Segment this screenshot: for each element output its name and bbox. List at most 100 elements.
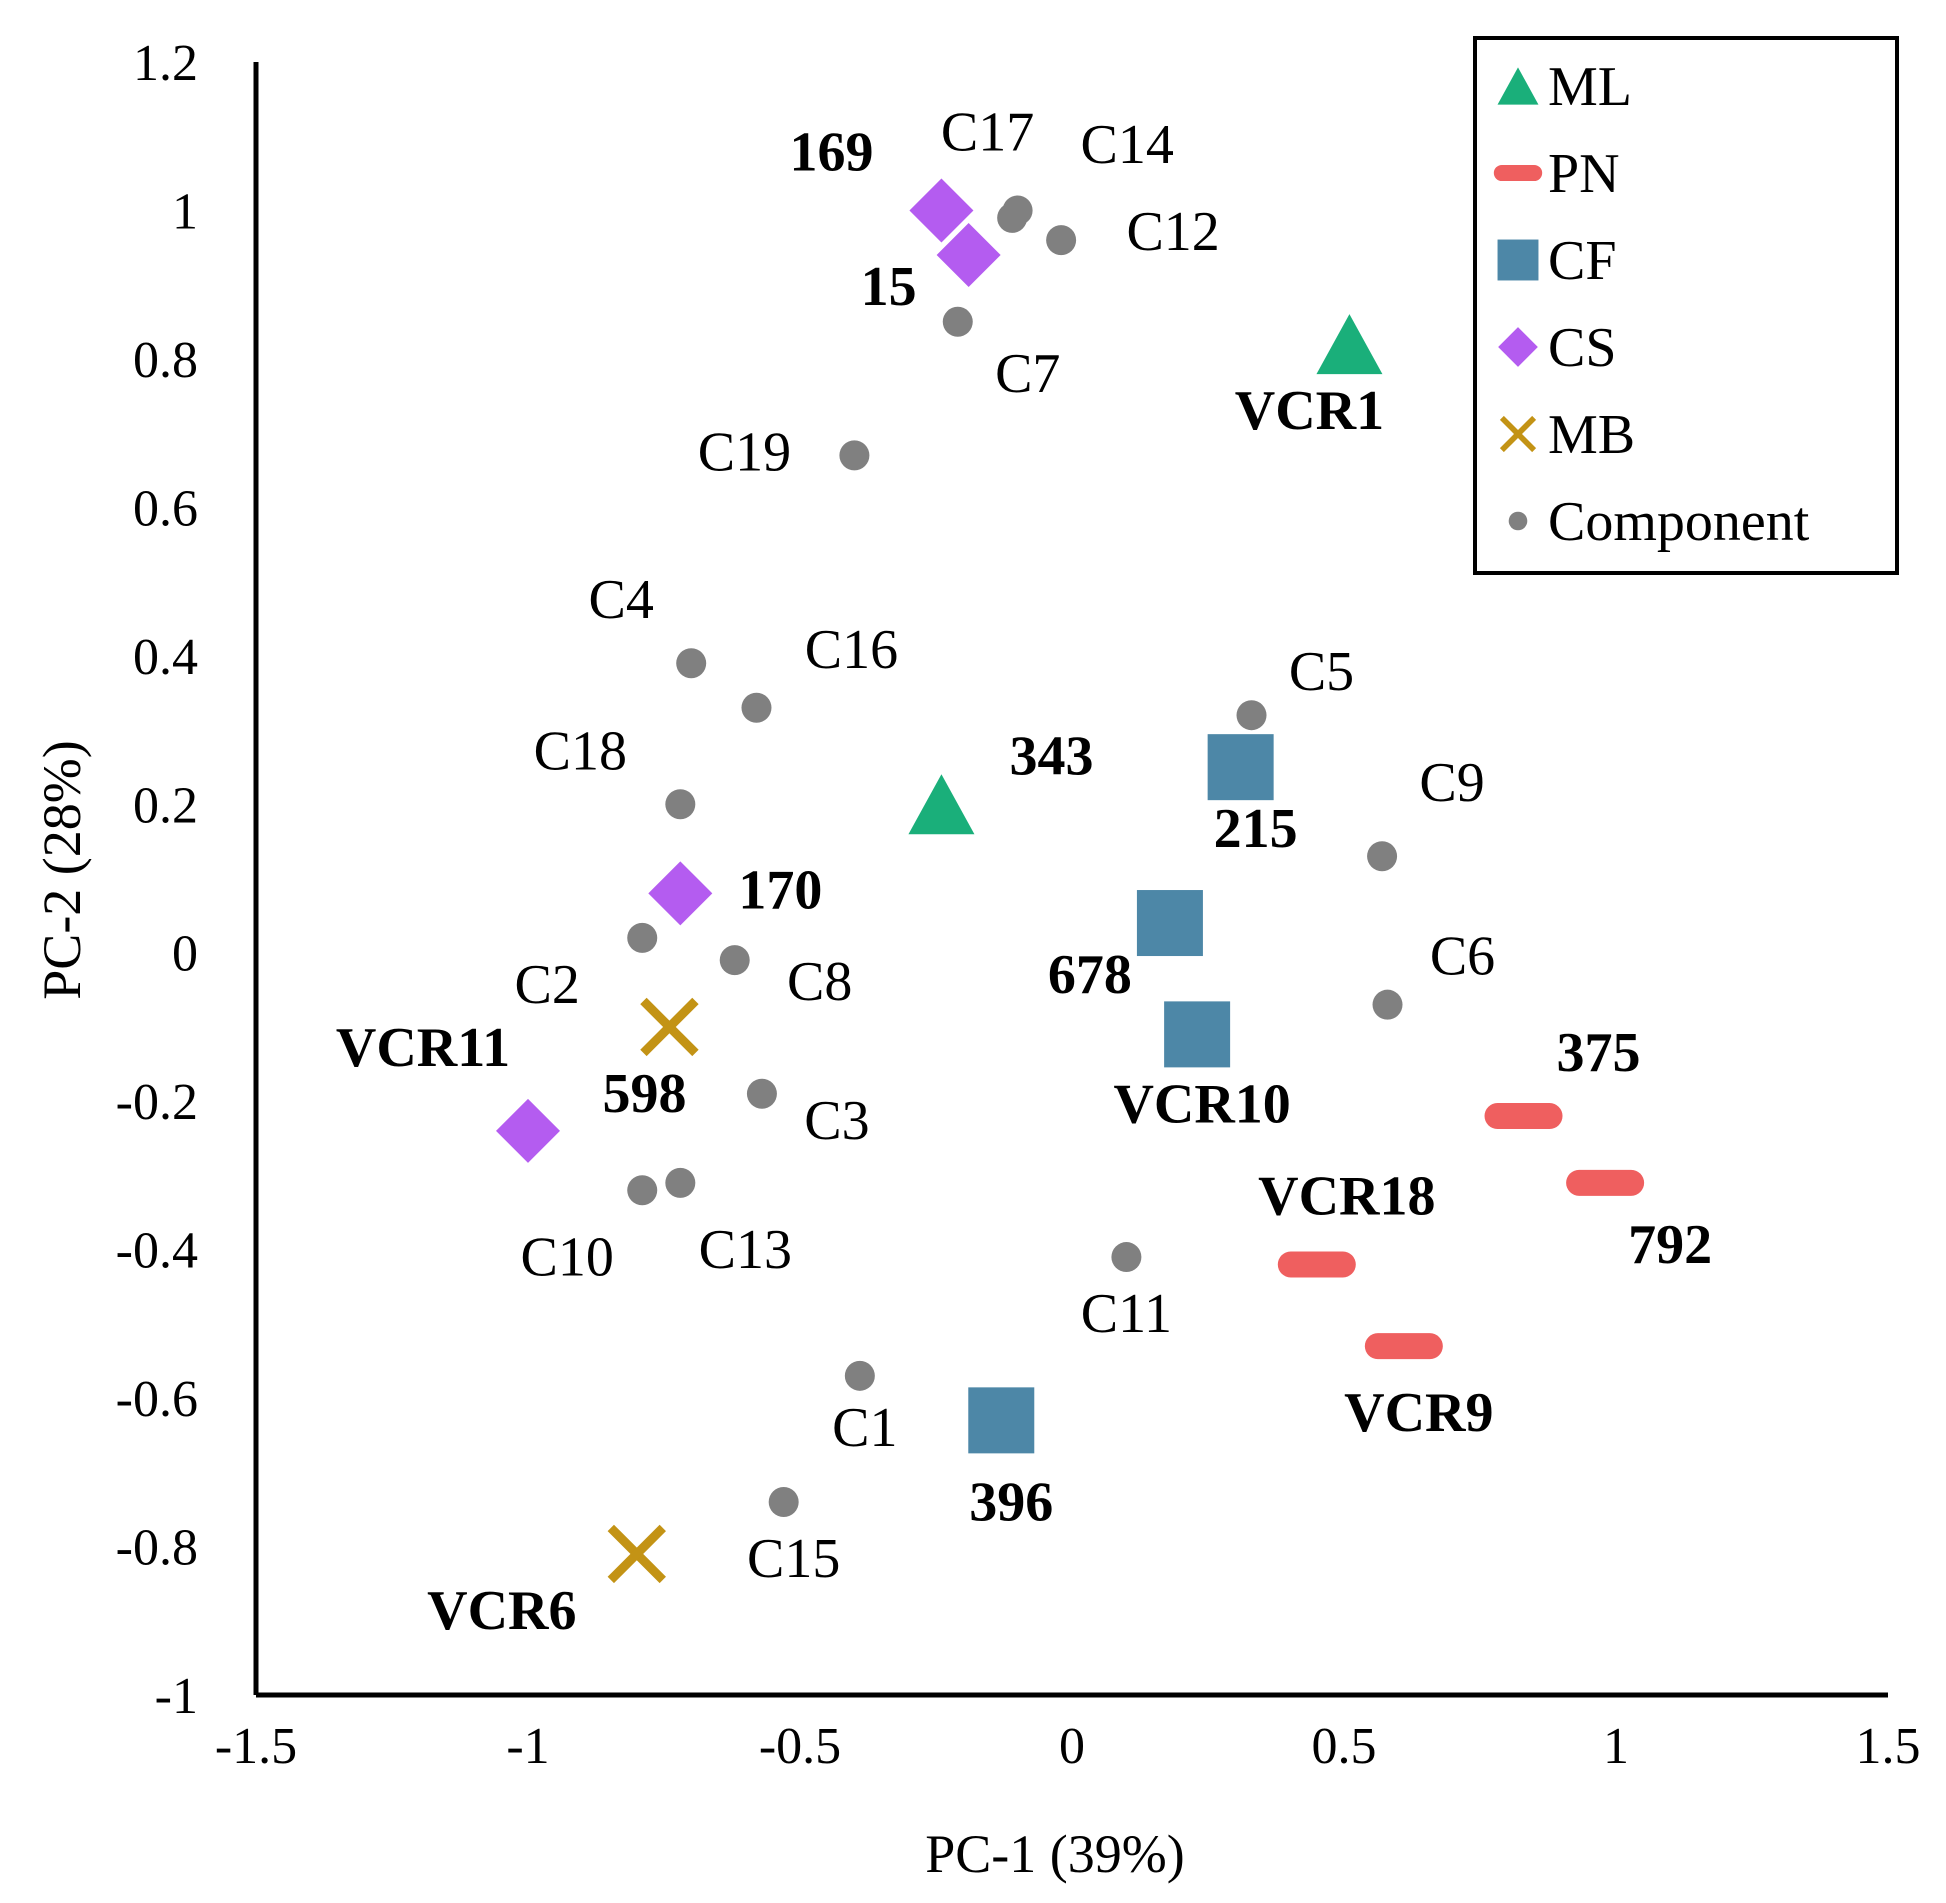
point-label: 375 bbox=[1557, 1022, 1641, 1084]
x-tick-label: 0 bbox=[1059, 1718, 1085, 1775]
component-point bbox=[1111, 1242, 1142, 1273]
component-point bbox=[665, 1167, 696, 1198]
y-axis-title: PC-2 (28%) bbox=[32, 740, 92, 999]
y-tick-label: 0 bbox=[172, 926, 198, 983]
cs-point bbox=[648, 861, 713, 926]
point-label: VCR1 bbox=[1235, 380, 1384, 442]
y-tick-label: -0.2 bbox=[116, 1074, 198, 1131]
x-tick-label: -0.5 bbox=[759, 1718, 841, 1775]
y-tick-labels: 1.2 1 0.8 0.6 0.4 0.2 0 -0.2 -0.4 -0.6 -0.8 -1 bbox=[116, 35, 198, 1725]
component-point bbox=[768, 1487, 799, 1518]
point-label: C17 bbox=[941, 101, 1034, 163]
component-point bbox=[1236, 700, 1267, 731]
point-label: VCR11 bbox=[336, 1017, 510, 1079]
cs-point bbox=[909, 178, 974, 243]
point-label: C8 bbox=[787, 951, 852, 1013]
point-label: 598 bbox=[602, 1063, 686, 1125]
legend: ML PN CF CS MB Component bbox=[1473, 36, 1899, 575]
pn-point bbox=[1277, 1251, 1356, 1278]
y-tick-label: 0.8 bbox=[133, 332, 198, 389]
point-label: C4 bbox=[589, 569, 654, 631]
point-label: 678 bbox=[1048, 944, 1132, 1006]
cf-point bbox=[1136, 890, 1203, 957]
point-label: 170 bbox=[738, 859, 822, 921]
legend-label-cf: CF bbox=[1548, 230, 1617, 292]
legend-ml-icon bbox=[1497, 67, 1539, 105]
ml-point bbox=[908, 774, 975, 835]
x-tick-label: 0.5 bbox=[1312, 1718, 1377, 1775]
legend-cs-icon bbox=[1498, 327, 1538, 367]
x-axis-title: PC-1 (39%) bbox=[925, 1824, 1184, 1884]
point-label: 169 bbox=[789, 121, 873, 183]
cf-point bbox=[968, 1387, 1035, 1454]
mb-point-stroke bbox=[640, 997, 699, 1057]
legend-label-component: Component bbox=[1548, 491, 1810, 553]
y-tick-label: 0.2 bbox=[133, 777, 198, 834]
x-tick-label: -1.5 bbox=[215, 1718, 297, 1775]
component-point bbox=[741, 692, 772, 723]
component-point bbox=[1372, 989, 1403, 1020]
data-markers bbox=[496, 178, 1645, 1584]
y-tick-label: -0.6 bbox=[116, 1371, 198, 1428]
y-tick-label: -1 bbox=[155, 1668, 198, 1725]
component-point bbox=[719, 945, 750, 976]
y-tick-label: -0.4 bbox=[116, 1223, 198, 1280]
point-label: C12 bbox=[1126, 201, 1219, 263]
x-tick-label: -1 bbox=[506, 1718, 549, 1775]
point-label: VCR9 bbox=[1344, 1382, 1493, 1444]
legend-label-ml: ML bbox=[1548, 56, 1632, 118]
point-label: VCR18 bbox=[1258, 1165, 1435, 1227]
ml-point bbox=[1316, 314, 1383, 375]
point-label: C9 bbox=[1419, 752, 1484, 814]
component-point bbox=[997, 202, 1028, 233]
point-label: VCR10 bbox=[1113, 1073, 1290, 1135]
point-label: C19 bbox=[698, 421, 791, 483]
point-label: C11 bbox=[1081, 1283, 1172, 1345]
component-point bbox=[1367, 841, 1398, 872]
legend-mb-icon-stroke bbox=[1499, 415, 1537, 453]
pn-point bbox=[1566, 1169, 1645, 1196]
mb-point-stroke bbox=[607, 1524, 666, 1584]
legend-box bbox=[1473, 36, 1899, 575]
legend-label-mb: MB bbox=[1548, 404, 1635, 466]
point-label: C5 bbox=[1289, 641, 1354, 703]
point-label: C18 bbox=[534, 720, 627, 782]
y-tick-label: 0.4 bbox=[133, 629, 198, 686]
point-label: 215 bbox=[1214, 798, 1298, 860]
component-point bbox=[627, 922, 658, 953]
legend-cf-icon bbox=[1497, 239, 1539, 281]
component-point bbox=[676, 648, 707, 679]
mb-point bbox=[607, 1524, 666, 1584]
legend-mb-icon bbox=[1499, 415, 1537, 453]
component-point bbox=[627, 1175, 658, 1206]
point-label: 792 bbox=[1628, 1214, 1712, 1276]
x-tick-label: 1 bbox=[1603, 1718, 1629, 1775]
point-label: C2 bbox=[515, 954, 580, 1016]
point-label: C15 bbox=[747, 1528, 840, 1590]
point-label: 343 bbox=[1009, 725, 1093, 787]
component-point bbox=[839, 440, 870, 471]
point-label: C10 bbox=[521, 1226, 614, 1288]
point-label: C16 bbox=[805, 619, 898, 681]
point-label: C13 bbox=[699, 1219, 792, 1281]
cs-point bbox=[496, 1098, 560, 1163]
point-label: VCR6 bbox=[427, 1580, 576, 1642]
legend-label-cs: CS bbox=[1548, 317, 1617, 379]
point-label: 396 bbox=[969, 1471, 1053, 1533]
mb-point bbox=[640, 997, 699, 1057]
component-point bbox=[665, 789, 696, 820]
component-point bbox=[844, 1360, 875, 1391]
component-point bbox=[746, 1078, 777, 1109]
cf-point bbox=[1207, 734, 1274, 801]
legend-label-pn: PN bbox=[1548, 143, 1620, 205]
y-tick-label: -0.8 bbox=[116, 1520, 198, 1577]
point-label: 15 bbox=[861, 256, 917, 318]
x-tick-label: 1.5 bbox=[1856, 1718, 1921, 1775]
cf-point bbox=[1164, 1001, 1231, 1068]
point-label: C7 bbox=[995, 343, 1060, 405]
x-tick-labels: -1.5 -1 -0.5 0 0.5 1 1.5 bbox=[215, 1718, 1921, 1775]
point-label: C6 bbox=[1430, 926, 1495, 988]
component-point bbox=[1046, 225, 1077, 256]
data-labels: VCR1 343 375 792 VCR18 VCR9 215 678 VCR10 396 169 1… bbox=[336, 101, 1712, 1642]
